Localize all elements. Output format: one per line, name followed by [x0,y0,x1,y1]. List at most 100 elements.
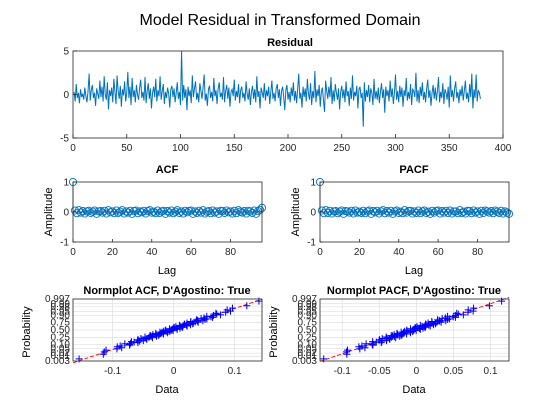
residual-y-tick-label: 5 [63,47,69,58]
normplot-pacf-chart: Normplot PACF, D'Agostino: True Data Pro… [268,285,510,396]
normplot-pacf-data-point [393,330,401,338]
normplot-acf-data-point [203,312,211,320]
normplot-pacf-title: Normplot PACF, D'Agostino: True [327,285,501,297]
pacf-ylabel: Amplitude [290,188,302,237]
normplot-acf-data-point [161,327,169,335]
normplot-acf-y-tick-label: 0.75 [51,317,71,328]
figure-title: Model Residual in Transformed Domain [139,12,420,29]
normplot-pacf-data-point [403,326,411,334]
normplot-pacf-data-point [444,312,452,320]
pacf-x-tick-label: 40 [393,247,405,258]
acf-marker [234,206,243,215]
normplot-acf-y-tick-label: 0.98 [51,302,71,313]
normplot-acf-ylabel: Probability [21,306,33,358]
acf-marker [181,206,190,215]
normplot-pacf-y-tick-label: 0.50 [298,325,318,336]
pacf-marker [414,206,423,215]
normplot-pacf-data-point [342,348,350,356]
normplot-acf-data-point [113,343,121,351]
normplot-pacf-ylabel: Probability [268,306,280,358]
residual-series-line [73,50,481,127]
normplot-pacf-y-tick-label: 0.01 [298,351,318,362]
acf-title: ACF [156,164,179,176]
acf-marker [131,206,141,215]
pacf-y-tick-label: 1 [310,178,316,189]
normplot-pacf-y-tick-label: 0.02 [298,348,318,359]
pacf-marker [479,208,488,217]
acf-chart: ACF Lag Amplitude 0 20 40 60 80-101 [43,164,267,277]
normplot-acf-y-tick-label: 0.25 [51,333,71,344]
normplot-acf-data-point [176,322,184,330]
normplot-acf-data-point [175,321,183,329]
normplot-pacf-data-point [470,304,478,312]
pacf-marker [335,207,344,216]
pacf-x-tick-label: 60 [433,247,445,258]
normplot-acf-data-point [223,306,231,314]
normplot-pacf-data-point [432,319,440,327]
pacf-xlabel: Lag [405,265,423,277]
pacf-y-tick-label: 0 [310,208,316,219]
pacf-marker [430,208,439,217]
normplot-acf-data-point [141,333,149,341]
acf-x-tick-label: 60 [186,247,198,258]
normplot-pacf-y-tick-label: 0.98 [298,302,318,313]
residual-x-tick-label: 0 [70,143,76,154]
normplot-acf-data-point [213,310,221,318]
normplot-pacf-y-tick-label: 0.997 [292,294,317,305]
pacf-marker [499,209,508,218]
pacf-marker [489,209,498,218]
normplot-acf-xlabel: Data [155,384,179,396]
normplot-pacf-data-point [454,310,462,318]
acf-marker [88,207,97,216]
pacf-marker [491,206,500,215]
normplot-pacf-data-point [459,311,467,319]
normplot-pacf-axes-box [319,298,510,362]
normplot-pacf-data-point [393,329,401,337]
acf-xlabel: Lag [158,265,176,277]
acf-marker [116,207,125,216]
acf-y-tick-label: 0 [63,208,69,219]
normplot-pacf-data-point [362,340,370,348]
normplot-acf-y-tick-label: 0.10 [51,339,71,350]
acf-marker [151,209,160,218]
normplot-pacf-x-tick-label: -0.05 [368,366,391,377]
normplot-acf-data-point [187,318,195,326]
residual-x-tick-label: 200 [280,143,297,154]
normplot-pacf-data-point [407,325,415,333]
acf-marker [242,209,251,218]
normplot-pacf-data-point [369,338,377,346]
pacf-marker [461,209,470,218]
pacf-marker [325,206,334,215]
normplot-acf-data-point [156,328,164,336]
normplot-acf-y-tick-label: 0.02 [51,348,71,359]
normplot-acf-data-point [116,342,124,350]
normplot-acf-data-point [102,346,110,354]
pacf-x-tick-label: 0 [317,247,323,258]
normplot-acf-data-point [100,348,108,356]
normplot-acf-y-tick-label: 0.95 [51,306,71,317]
normplot-acf-data-point [127,339,135,347]
pacf-marker [402,208,411,217]
residual-title: Residual [267,37,313,49]
acf-marker [255,205,265,214]
normplot-pacf-data-point [361,344,369,352]
normplot-acf-data-point [243,302,251,310]
normplot-acf-y-tick-label: 0.05 [51,344,71,355]
normplot-pacf-data-point [434,316,442,324]
normplot-pacf-data-point [397,328,405,336]
acf-marker [139,206,148,215]
normplot-pacf-data-point [344,346,352,354]
normplot-acf-y-tick-label: 0.50 [51,325,71,336]
acf-marker [200,209,209,218]
acf-marker [155,208,164,217]
pacf-marker [467,209,476,218]
residual-x-tick-label: 100 [172,143,189,154]
normplot-pacf-data-point [464,306,472,314]
normplot-acf-data-point [165,325,173,333]
normplot-acf-data-point [197,314,205,322]
residual-y-tick-label: 0 [63,90,69,101]
pacf-marker [428,206,437,215]
pacf-x-tick-label: 80 [472,247,484,258]
normplot-pacf-data-point [485,302,493,310]
